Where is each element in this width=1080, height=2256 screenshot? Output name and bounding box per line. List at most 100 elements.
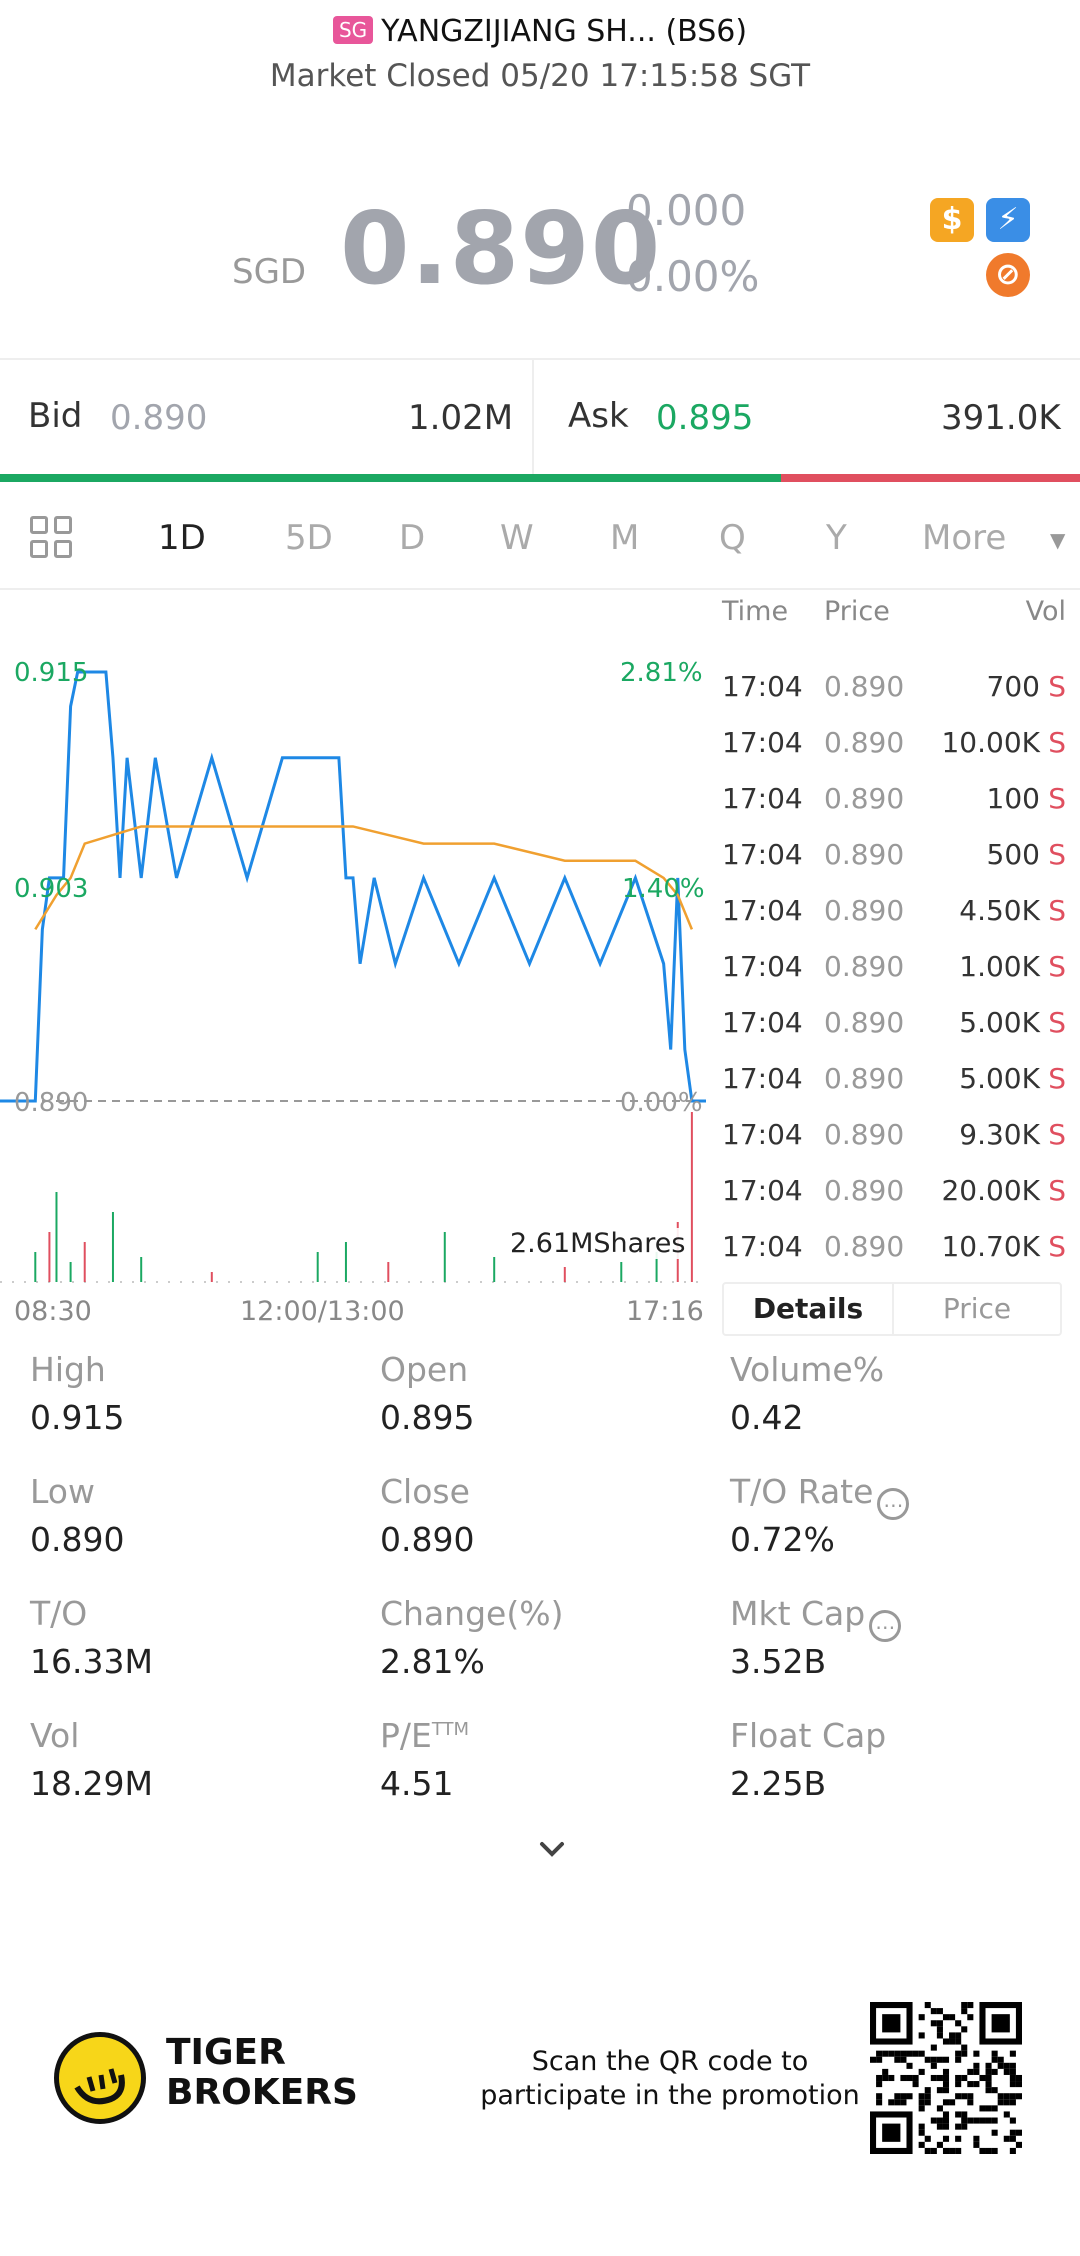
stat-value: 0.895 (380, 1398, 475, 1437)
orange-badge-icon[interactable]: ⊘ (986, 253, 1030, 297)
tick-price: 0.890 (824, 894, 905, 927)
bid-size: 1.02M (408, 398, 514, 438)
price-series-line (0, 670, 706, 1103)
tick-time: 17:04 (722, 1006, 803, 1039)
quote-panel: SGD 0.890 0.000 0.00% (0, 160, 1080, 360)
tick-price: 0.890 (824, 782, 905, 815)
tab-m[interactable]: M (610, 518, 640, 558)
pct-label-mid: 1.40% (622, 874, 705, 904)
tick-volume: 9.30K (959, 1118, 1040, 1151)
tick-volume: 1.00K (959, 950, 1040, 983)
bid-ratio-bar (0, 474, 781, 482)
stat-label: T/O Rate… (730, 1472, 910, 1520)
tick-volume: 700 (986, 670, 1040, 703)
tick-volume: 10.70K (941, 1230, 1040, 1263)
trade-tick-list[interactable]: Time Price Vol 17:040.8908.00KS17:040.89… (714, 592, 1080, 1282)
bid-ask-divider (532, 360, 534, 474)
tick-price: 0.890 (824, 950, 905, 983)
dollar-icon[interactable]: $ (930, 198, 974, 242)
grid-layout-icon[interactable] (30, 516, 74, 560)
pct-label-low: 0.00% (620, 1088, 703, 1118)
tick-row: 17:04 0.890 1.00K S (714, 950, 1080, 1006)
tab-more[interactable]: More (922, 518, 1007, 558)
tab-q[interactable]: Q (719, 518, 746, 558)
stat-value: 2.25B (730, 1764, 827, 1803)
tick-side: S (1048, 894, 1066, 927)
tick-time: 17:04 (722, 838, 803, 871)
stat-label: P/ETTM (380, 1716, 469, 1755)
chevron-down-icon[interactable] (520, 1832, 584, 1872)
market-status: Market Closed 05/20 17:15:58 SGT (269, 58, 811, 94)
segment-details[interactable]: Details (724, 1284, 894, 1334)
time-label-open: 08:30 (14, 1296, 92, 1327)
promo-text-2: participate in the promotion (480, 2080, 860, 2111)
tick-row: 17:04 0.890 700 S (714, 670, 1080, 726)
tick-side: S (1048, 838, 1066, 871)
tick-price: 0.890 (824, 726, 905, 759)
intraday-chart[interactable]: 0.915 0.903 0.890 2.81% 1.40% 0.00% 2.61… (0, 592, 710, 1332)
stock-name: YANGZIJIANG SH... (BS6) (381, 14, 748, 49)
tick-volume: 10.00K (941, 726, 1040, 759)
brand-line-1: TIGER (166, 2032, 286, 2073)
ask-ratio-bar (780, 474, 1080, 482)
stat-label: Close (380, 1472, 470, 1511)
tick-volume: 4.50K (959, 894, 1040, 927)
tick-row: 17:04 0.890 5.00K S (714, 1006, 1080, 1062)
stat-label: Mkt Cap… (730, 1594, 902, 1642)
stat-label-text: Vol (30, 1716, 80, 1755)
avg-price-series-line (34, 825, 694, 931)
stat-label: Low (30, 1472, 95, 1511)
stat-label: Open (380, 1350, 468, 1389)
tick-side: S (1048, 1006, 1066, 1039)
tick-volume: 5.00K (959, 1006, 1040, 1039)
tab-y[interactable]: Y (826, 518, 847, 558)
tick-row: 17:04 0.890 10.00K S (714, 726, 1080, 782)
tick-row: 17:04 0.890 100 S (714, 782, 1080, 838)
info-icon[interactable]: … (869, 1610, 902, 1642)
qr-code[interactable] (870, 2002, 1022, 2154)
stat-label-text: Low (30, 1472, 95, 1511)
stat-label: High (30, 1350, 106, 1389)
stat-label-text: Close (380, 1472, 470, 1511)
stat-label: Change(%) (380, 1594, 563, 1633)
promo-text-1: Scan the QR code to (531, 2046, 809, 2077)
tick-header-price: Price (824, 596, 890, 627)
tick-price: 0.890 (824, 1118, 905, 1151)
stock-title[interactable]: SG YANGZIJIANG SH... (BS6) (0, 14, 1080, 49)
tick-price: 0.890 (824, 670, 905, 703)
stat-value: 0.890 (380, 1520, 475, 1559)
tick-side: S (1048, 950, 1066, 983)
period-tabs: 1D 5D D W M Q Y More ▼ (0, 490, 1080, 590)
tick-side: S (1048, 1174, 1066, 1207)
divider (0, 358, 1080, 360)
stat-label-text: P/E (380, 1716, 432, 1755)
tick-time: 17:04 (722, 1174, 803, 1207)
tick-side: S (1048, 726, 1066, 759)
stat-value: 18.29M (30, 1764, 153, 1803)
tab-1d[interactable]: 1D (158, 518, 206, 558)
bid-ask-bar: Bid 0.890 1.02M Ask 0.895 391.0K (0, 360, 1080, 482)
stat-value: 0.72% (730, 1520, 835, 1559)
price-label-mid: 0.903 (14, 874, 89, 904)
tick-volume: 5.00K (959, 1062, 1040, 1095)
tick-header-vol: Vol (1025, 596, 1066, 627)
stat-value: 0.42 (730, 1398, 804, 1437)
tick-row: 17:04 0.890 20.00K S (714, 1174, 1080, 1230)
tick-time: 17:04 (722, 1118, 803, 1151)
stat-value: 0.890 (30, 1520, 125, 1559)
segment-price[interactable]: Price (942, 1292, 1012, 1325)
more-dropdown-icon[interactable]: ▼ (1050, 528, 1066, 552)
bolt-icon[interactable]: ⚡ (986, 198, 1030, 242)
tick-time: 17:04 (722, 950, 803, 983)
info-icon[interactable]: … (877, 1488, 910, 1520)
price-label-high: 0.915 (14, 658, 89, 688)
tick-price: 0.890 (824, 1006, 905, 1039)
tick-row: 17:04 0.890 500 S (714, 838, 1080, 894)
tab-5d[interactable]: 5D (285, 518, 333, 558)
tick-price: 0.890 (824, 1062, 905, 1095)
tab-d[interactable]: D (399, 518, 426, 558)
tiger-logo (54, 2032, 146, 2124)
ask-label: Ask (568, 396, 629, 436)
stat-value: 4.51 (380, 1764, 454, 1803)
tab-w[interactable]: W (500, 518, 534, 558)
